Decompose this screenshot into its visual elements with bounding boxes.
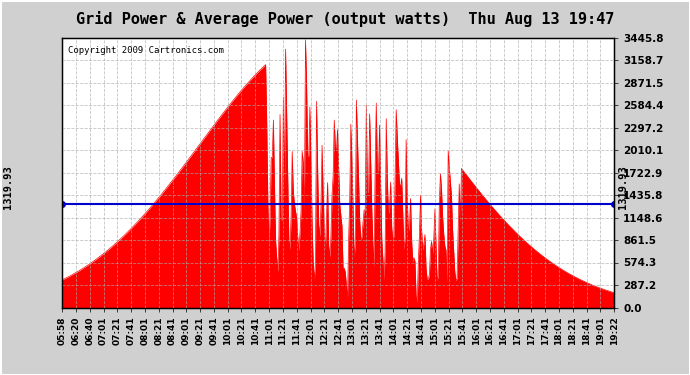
Text: 1319.93: 1319.93	[3, 166, 13, 209]
Text: Copyright 2009 Cartronics.com: Copyright 2009 Cartronics.com	[68, 46, 224, 55]
Text: Grid Power & Average Power (output watts)  Thu Aug 13 19:47: Grid Power & Average Power (output watts…	[76, 11, 614, 27]
Text: 1319.93: 1319.93	[618, 166, 627, 209]
